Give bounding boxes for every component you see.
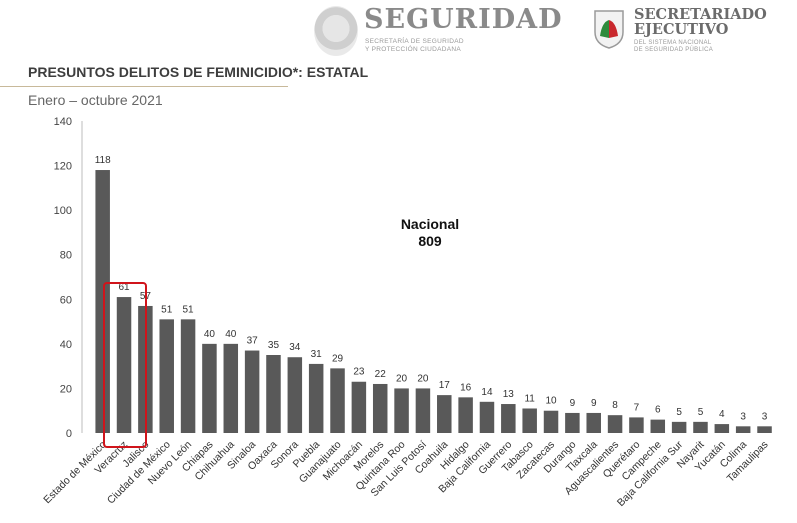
header-logos: SEGURIDAD SECRETARÍA DE SEGURIDAD Y PROT… xyxy=(300,0,770,62)
bar-value-label: 40 xyxy=(204,329,216,340)
bar-value-label: 20 xyxy=(396,373,408,384)
bar-value-label: 35 xyxy=(268,340,280,351)
bar xyxy=(714,424,730,433)
bar xyxy=(629,417,644,433)
bar xyxy=(757,426,772,433)
bar xyxy=(586,412,601,433)
bar-value-label: 16 xyxy=(460,382,472,393)
bar xyxy=(671,421,687,433)
y-tick-label: 20 xyxy=(60,383,72,395)
y-tick-label: 60 xyxy=(60,294,72,306)
bar-value-label: 23 xyxy=(353,367,365,378)
bar-value-label: 14 xyxy=(481,387,493,398)
bar-value-label: 61 xyxy=(118,282,130,293)
bar-value-label: 22 xyxy=(375,369,387,380)
bar-value-label: 31 xyxy=(311,349,323,360)
bar xyxy=(501,404,516,433)
bar xyxy=(437,395,452,433)
seguridad-logo-subtitle: SECRETARÍA DE SEGURIDAD Y PROTECCIÓN CIU… xyxy=(365,38,464,53)
seguridad-logo-title: SEGURIDAD xyxy=(364,4,563,35)
bar-value-label: 51 xyxy=(161,304,173,315)
y-tick-label: 100 xyxy=(54,205,72,217)
bar xyxy=(415,388,431,433)
bar-value-label: 6 xyxy=(655,405,661,416)
bar xyxy=(372,383,388,433)
bar-value-label: 20 xyxy=(417,373,429,384)
bar xyxy=(735,426,751,433)
bar xyxy=(479,401,495,433)
y-tick-label: 40 xyxy=(60,339,72,351)
national-total-value: 809 xyxy=(418,233,442,249)
bar-value-label: 51 xyxy=(183,304,195,315)
bar xyxy=(223,343,239,433)
government-seal-icon xyxy=(314,6,358,56)
bar-value-label: 9 xyxy=(591,398,597,409)
y-tick-label: 80 xyxy=(60,250,72,262)
bar-value-label: 29 xyxy=(332,353,344,364)
bar xyxy=(202,343,217,433)
bar-value-label: 5 xyxy=(676,407,682,418)
y-tick-label: 140 xyxy=(54,116,72,128)
bar-value-label: 3 xyxy=(740,411,746,422)
bar-value-label: 3 xyxy=(762,411,768,422)
bar-value-label: 7 xyxy=(634,402,640,413)
bar-value-label: 4 xyxy=(719,409,725,420)
bar-value-label: 9 xyxy=(570,398,576,409)
bar xyxy=(693,421,708,433)
chart-title: PRESUNTOS DELITOS DE FEMINICIDIO*: ESTAT… xyxy=(28,64,369,80)
bar xyxy=(287,357,303,433)
bar-value-label: 40 xyxy=(225,329,237,340)
chart-subtitle: Enero – octubre 2021 xyxy=(28,92,163,108)
bar xyxy=(351,381,367,433)
bar xyxy=(650,419,666,433)
bar-value-label: 8 xyxy=(612,400,618,411)
title-divider xyxy=(0,86,288,87)
bar-value-label: 37 xyxy=(247,336,259,347)
bar xyxy=(565,412,580,433)
bar xyxy=(266,355,281,433)
secretariado-logo-subtitle: DEL SISTEMA NACIONAL DE SEGURIDAD PÚBLIC… xyxy=(634,40,714,53)
bar xyxy=(330,368,345,433)
bar xyxy=(308,363,324,433)
secretariado-shield-icon xyxy=(594,10,624,49)
secretariado-logo-title: SECRETARIADO EJECUTIVO xyxy=(634,6,767,38)
bar-value-label: 5 xyxy=(698,407,704,418)
bar xyxy=(244,350,260,433)
bar xyxy=(394,388,409,433)
bar-value-label: 13 xyxy=(503,389,515,400)
bar xyxy=(159,319,174,433)
bar-value-label: 17 xyxy=(439,380,451,391)
bar xyxy=(95,170,110,433)
bar xyxy=(458,397,473,433)
national-total-annotation: Nacional 809 xyxy=(380,216,480,250)
bar xyxy=(522,408,537,433)
y-tick-label: 0 xyxy=(66,428,72,440)
bar xyxy=(607,415,623,433)
bar-value-label: 10 xyxy=(545,396,557,407)
bar xyxy=(543,410,559,433)
bar-value-label: 34 xyxy=(289,342,301,353)
y-tick-label: 120 xyxy=(54,161,72,173)
national-total-label: Nacional xyxy=(400,216,460,232)
highlight-jalisco-box xyxy=(103,282,147,448)
bar-value-label: 118 xyxy=(95,155,111,166)
bar xyxy=(116,297,132,433)
bar xyxy=(180,319,196,433)
bar-value-label: 11 xyxy=(524,393,535,404)
